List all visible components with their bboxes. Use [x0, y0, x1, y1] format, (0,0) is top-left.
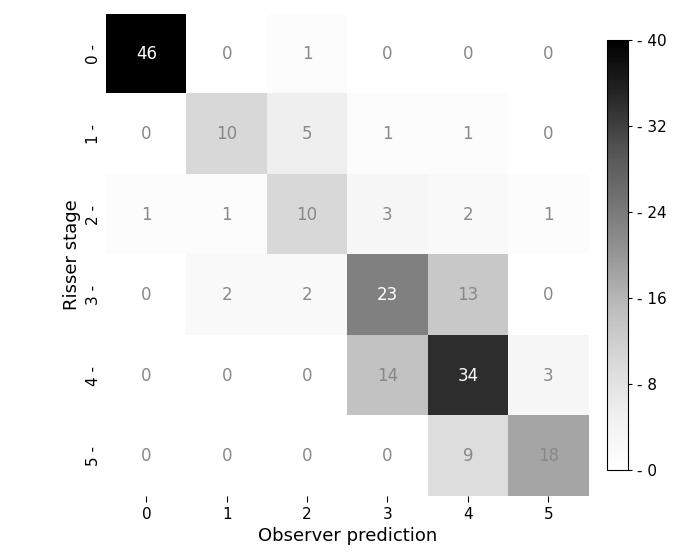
Text: 0: 0 [221, 367, 232, 385]
Text: 10: 10 [296, 206, 317, 224]
Text: 3: 3 [543, 367, 554, 385]
Text: 1: 1 [543, 206, 554, 224]
Text: 0: 0 [543, 45, 554, 63]
Text: 0: 0 [382, 447, 393, 465]
Text: 14: 14 [377, 367, 398, 385]
Text: 0: 0 [221, 447, 232, 465]
Y-axis label: Risser stage: Risser stage [63, 200, 81, 310]
Text: 1: 1 [141, 206, 152, 224]
Text: 2: 2 [462, 206, 473, 224]
Text: 2: 2 [221, 286, 232, 304]
Text: 0: 0 [382, 45, 393, 63]
Text: 1: 1 [221, 206, 232, 224]
Text: 13: 13 [457, 286, 479, 304]
Text: 0: 0 [141, 125, 152, 144]
Text: 5: 5 [302, 125, 313, 144]
Text: 0: 0 [141, 447, 152, 465]
Text: 0: 0 [141, 367, 152, 385]
Text: 0: 0 [302, 447, 313, 465]
Text: 1: 1 [382, 125, 393, 144]
Text: 2: 2 [302, 286, 313, 304]
Text: 0: 0 [141, 286, 152, 304]
Text: 1: 1 [462, 125, 473, 144]
Text: 34: 34 [457, 367, 478, 385]
Text: 0: 0 [462, 45, 473, 63]
Text: 18: 18 [537, 447, 559, 465]
Text: 46: 46 [136, 45, 157, 63]
Text: 0: 0 [543, 286, 554, 304]
Text: 1: 1 [302, 45, 313, 63]
Text: 0: 0 [543, 125, 554, 144]
Text: 23: 23 [377, 286, 398, 304]
Text: 9: 9 [462, 447, 473, 465]
Text: 0: 0 [221, 45, 232, 63]
Text: 0: 0 [302, 367, 313, 385]
X-axis label: Observer prediction: Observer prediction [257, 527, 437, 545]
Text: 3: 3 [382, 206, 393, 224]
Text: 10: 10 [216, 125, 237, 144]
